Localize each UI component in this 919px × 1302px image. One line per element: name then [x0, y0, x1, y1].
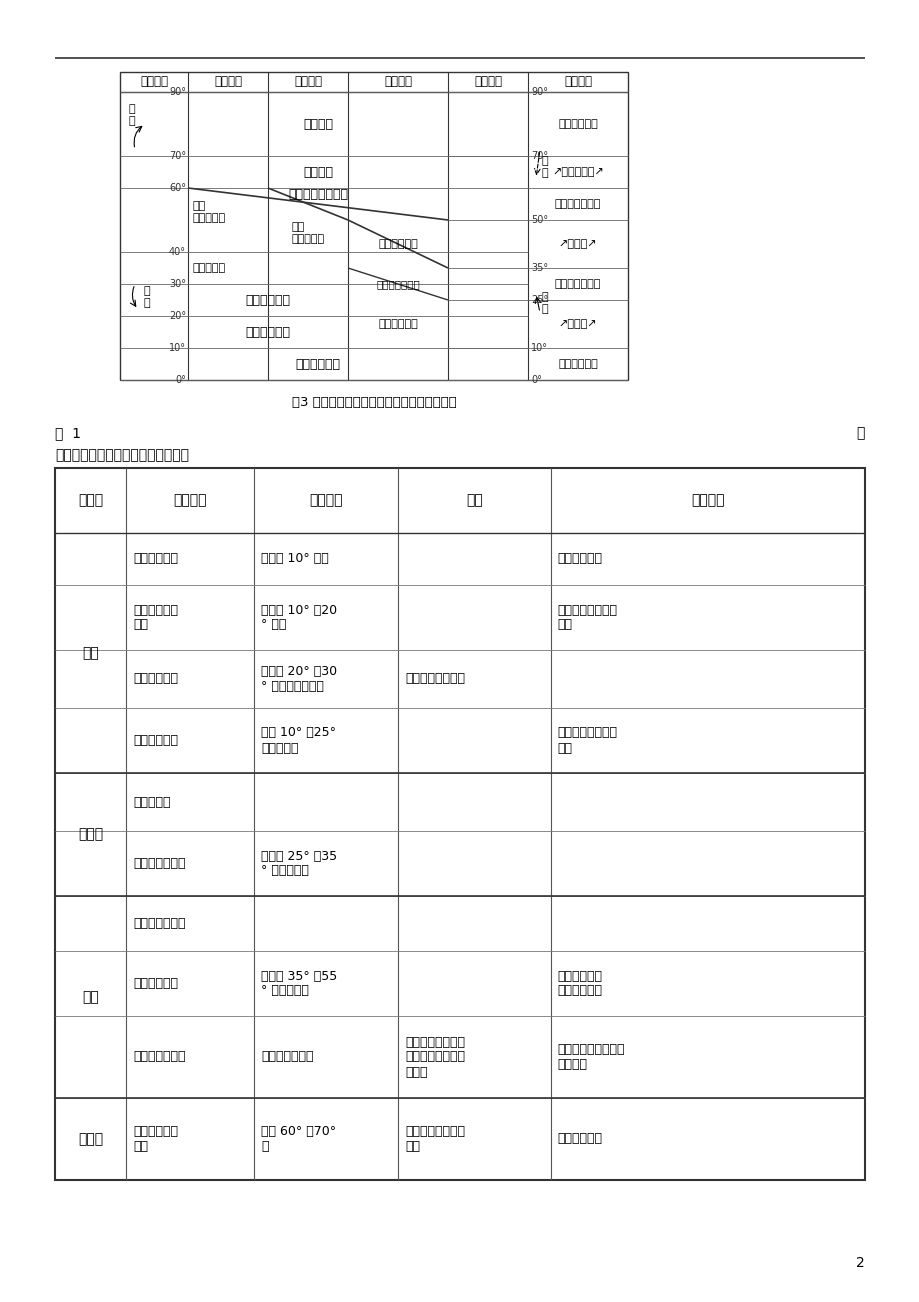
Text: 大洋东侧: 大洋东侧	[140, 76, 168, 89]
Text: ↗极地东风带↗: ↗极地东风带↗	[551, 167, 603, 177]
Text: 大陆西部: 大陆西部	[214, 76, 242, 89]
Text: 0°: 0°	[530, 375, 541, 385]
Text: 热带季风气候: 热带季风气候	[133, 734, 178, 747]
Text: 温带季风气候: 温带季风气候	[378, 240, 417, 249]
Text: 冬寒夏暖，气温日、
年较差大: 冬寒夏暖，气温日、 年较差大	[557, 1043, 625, 1072]
Text: 全年高温，干湿季
交替: 全年高温，干湿季 交替	[557, 604, 617, 631]
Text: 分布规律: 分布规律	[310, 493, 343, 508]
Text: 70°: 70°	[530, 151, 548, 161]
Text: 副热带高气压带: 副热带高气压带	[554, 279, 600, 289]
Text: 远离海洋，水汽难
达，常年受大陆气
团控制: 远离海洋，水汽难 达，常年受大陆气 团控制	[405, 1035, 465, 1078]
Text: 热带疏林草原
气候: 热带疏林草原 气候	[133, 604, 178, 631]
Text: 成因: 成因	[466, 493, 482, 508]
Text: 亚寒带: 亚寒带	[78, 1131, 103, 1146]
Bar	[119, 72, 628, 380]
Text: 50°: 50°	[530, 215, 548, 225]
Text: 极地大陆（海洋）
气团: 极地大陆（海洋） 气团	[405, 1125, 465, 1154]
Text: 南北纬 10° 之间: 南北纬 10° 之间	[261, 552, 329, 565]
Text: 温带海洋性气候: 温带海洋性气候	[133, 917, 186, 930]
Bar	[55, 467, 864, 1180]
Text: 主: 主	[856, 426, 864, 440]
Text: 图3 气候类型分布模式图（以亚欧大陆为例）: 图3 气候类型分布模式图（以亚欧大陆为例）	[291, 396, 456, 409]
Text: 热带沙漠气候: 热带沙漠气候	[245, 293, 290, 306]
Text: 温带季风气候: 温带季风气候	[133, 976, 178, 990]
Text: 寒
流: 寒 流	[541, 156, 548, 178]
Text: 温带
海洋性气候: 温带 海洋性气候	[193, 202, 226, 223]
Text: 10°: 10°	[169, 342, 186, 353]
Text: 暖
流: 暖 流	[129, 104, 135, 125]
Text: 冰原气候: 冰原气候	[302, 117, 333, 130]
Text: 亚热带季风气候: 亚热带季风气候	[376, 279, 419, 289]
Text: 表  1: 表 1	[55, 426, 81, 440]
Text: 大洋西侧: 大洋西侧	[473, 76, 502, 89]
Text: 30°: 30°	[169, 279, 186, 289]
Text: ↗西风带↗: ↗西风带↗	[558, 240, 596, 249]
Text: 热带沙漠气候: 热带沙漠气候	[133, 673, 178, 685]
Text: 极地高气压带: 极地高气压带	[558, 118, 597, 129]
Text: 25°: 25°	[530, 296, 548, 305]
Text: 热带: 热带	[82, 646, 99, 660]
Text: 南北纬 20° ～30
° 大陆内部、西岸: 南北纬 20° ～30 ° 大陆内部、西岸	[261, 665, 337, 693]
Text: 寒
流: 寒 流	[144, 286, 151, 307]
Text: 亚热带: 亚热带	[78, 828, 103, 841]
Text: 苔原气候: 苔原气候	[302, 165, 333, 178]
Text: 温带
大陆性气候: 温带 大陆性气候	[291, 223, 324, 243]
Text: 热带季风气候: 热带季风气候	[378, 319, 417, 329]
Text: 大气环流: 大气环流	[563, 76, 591, 89]
Text: 气候类型: 气候类型	[174, 493, 207, 508]
Text: 北纬 10° ～25°
的大陆东岸: 北纬 10° ～25° 的大陆东岸	[261, 727, 336, 754]
Text: 南北纬 25° ～35
° 的大陆东岸: 南北纬 25° ～35 ° 的大陆东岸	[261, 849, 337, 878]
Text: 大陆内部: 大陆内部	[294, 76, 322, 89]
Text: 亚热带季风气候: 亚热带季风气候	[133, 857, 186, 870]
Text: 地中海气候: 地中海气候	[133, 796, 171, 809]
Text: 热带雨林气候: 热带雨林气候	[133, 552, 178, 565]
Text: 全年高温，分旱雨
两季: 全年高温，分旱雨 两季	[557, 727, 617, 754]
Text: 南北纬 35° ～55
° 的大陆东岸: 南北纬 35° ～55 ° 的大陆东岸	[261, 970, 337, 997]
Text: 温带: 温带	[82, 990, 99, 1004]
Text: 气候特征: 气候特征	[690, 493, 724, 508]
Text: 赤道低气压带: 赤道低气压带	[558, 359, 597, 368]
Text: 温度带: 温度带	[78, 493, 103, 508]
Text: 亚寒带大陆性气候: 亚寒带大陆性气候	[288, 187, 347, 201]
Text: 20°: 20°	[169, 311, 186, 322]
Text: ↗信风带↗: ↗信风带↗	[558, 319, 596, 329]
Text: 温带大陆性气候: 温带大陆性气候	[133, 1051, 186, 1064]
Text: 副极地低气压带: 副极地低气压带	[554, 199, 600, 210]
Text: 暖
流: 暖 流	[541, 293, 548, 314]
Text: 温带的大陆内部: 温带的大陆内部	[261, 1051, 313, 1064]
Text: 副高或信风带控制: 副高或信风带控制	[405, 673, 465, 685]
Text: 2: 2	[856, 1256, 864, 1269]
Text: 热带雨林气候: 热带雨林气候	[295, 358, 340, 371]
Text: 冬长寒夏短暖: 冬长寒夏短暖	[557, 1133, 602, 1146]
Text: 全年高温多雨: 全年高温多雨	[557, 552, 602, 565]
Text: 60°: 60°	[169, 184, 186, 193]
Text: 70°: 70°	[169, 151, 186, 161]
Text: 大陆东部: 大陆东部	[383, 76, 412, 89]
Text: 地中海气候: 地中海气候	[193, 263, 226, 273]
Text: 0°: 0°	[175, 375, 186, 385]
Text: 90°: 90°	[530, 87, 548, 98]
Text: 热带草原气候: 热带草原气候	[245, 326, 290, 339]
Text: 要气候类型的特征、成因及分布规律: 要气候类型的特征、成因及分布规律	[55, 448, 188, 462]
Text: 亚寒带针叶林
气候: 亚寒带针叶林 气候	[133, 1125, 178, 1154]
Text: 40°: 40°	[169, 247, 186, 256]
Text: 90°: 90°	[169, 87, 186, 98]
Text: 35°: 35°	[530, 263, 548, 273]
Text: 10°: 10°	[530, 342, 548, 353]
Text: 北纬 60° ～70°
间: 北纬 60° ～70° 间	[261, 1125, 336, 1154]
Text: 南北纬 10° ～20
° 之间: 南北纬 10° ～20 ° 之间	[261, 604, 337, 631]
Text: 夏季暖热多雨
冬季寒冷干燥: 夏季暖热多雨 冬季寒冷干燥	[557, 970, 602, 997]
